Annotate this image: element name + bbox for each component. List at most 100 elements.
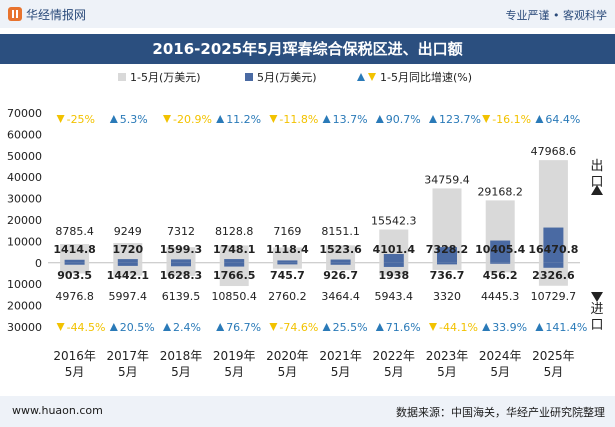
- import-cumulative-bar: [432, 262, 462, 270]
- import-growth-up-marker: [375, 323, 384, 331]
- x-tick-label: 5月: [331, 365, 351, 379]
- import-growth-up-marker: [535, 323, 544, 331]
- import-monthly-bar: [277, 262, 298, 265]
- export-growth-up-marker: [109, 115, 118, 123]
- import-growth-label: 141.4%: [545, 321, 587, 334]
- export-monthly-label: 1414.8: [53, 243, 95, 256]
- x-tick-label: 2025年: [532, 349, 575, 363]
- import-monthly-label: 456.2: [483, 269, 518, 282]
- footer-site-link[interactable]: www.huaon.com: [12, 404, 103, 417]
- export-growth-down-marker: [56, 115, 65, 123]
- import-growth-label: 76.7%: [226, 321, 261, 334]
- import-growth-label: -44.5%: [67, 321, 106, 334]
- import-monthly-bar: [330, 262, 351, 265]
- export-cumulative-label: 15542.3: [371, 215, 417, 228]
- import-growth-label: 20.5%: [120, 321, 155, 334]
- import-growth-down-marker: [56, 323, 65, 331]
- import-growth-label: -74.6%: [279, 321, 318, 334]
- legend-cumulative-label: 1-5月(万美元): [130, 71, 201, 84]
- export-monthly-label: 1748.1: [213, 243, 255, 256]
- export-growth-label: -25%: [67, 113, 95, 126]
- export-growth-down-marker: [482, 115, 491, 123]
- import-side-down-arrow: [591, 292, 603, 302]
- import-growth-label: 2.4%: [173, 321, 201, 334]
- import-growth-down-marker: [429, 323, 437, 331]
- export-cumulative-label: 7169: [273, 225, 301, 238]
- x-tick-label: 2024年: [479, 349, 522, 363]
- export-cumulative-label: 34759.4: [424, 173, 470, 186]
- import-cumulative-label: 4445.3: [481, 290, 520, 303]
- import-growth-label: 71.6%: [386, 321, 421, 334]
- import-growth-up-marker: [163, 323, 171, 331]
- import-cumulative-bar: [272, 262, 302, 269]
- export-cumulative-bar: [113, 243, 143, 263]
- x-tick-label: 2022年: [373, 349, 416, 363]
- export-monthly-label: 7328.2: [426, 243, 468, 256]
- x-tick-label: 2016年: [53, 349, 96, 363]
- data-source: 数据来源：中国海关，华经产业研究院整理: [396, 406, 605, 419]
- export-growth-up-marker: [375, 115, 384, 123]
- export-growth-label: -20.9%: [173, 113, 212, 126]
- import-growth-up-marker: [322, 323, 331, 331]
- export-monthly-bar: [437, 247, 457, 263]
- import-monthly-label: 2326.6: [532, 269, 575, 282]
- export-monthly-bar: [543, 227, 564, 263]
- export-growth-up-marker: [216, 115, 225, 123]
- export-side-label: 出: [590, 159, 603, 174]
- y-tick-label: 30000: [7, 321, 42, 334]
- footer: www.huaon.com 数据来源：中国海关，华经产业研究院整理: [0, 396, 615, 427]
- export-monthly-bar: [117, 259, 138, 263]
- brand-name: 华经情报网: [26, 8, 87, 22]
- tagline: 专业严谨 • 客观科学: [505, 9, 607, 22]
- export-monthly-label: 1118.4: [266, 243, 309, 256]
- y-tick-label: 0: [35, 257, 42, 270]
- export-monthly-bar: [383, 254, 404, 263]
- import-side-label: 口: [590, 318, 603, 333]
- brand[interactable]: 华经情报网: [8, 6, 86, 23]
- y-tick-label: 70000: [7, 107, 42, 120]
- import-cumulative-label: 5997.4: [109, 290, 148, 303]
- legend-down-marker: [368, 73, 376, 81]
- import-cumulative-bar: [538, 262, 568, 286]
- export-growth-down-marker: [269, 115, 278, 123]
- export-cumulative-bar: [272, 247, 302, 263]
- export-growth-label: -11.8%: [279, 113, 318, 126]
- import-side-label: 进: [590, 302, 603, 317]
- brand-logo-icon: [8, 7, 22, 21]
- export-monthly-label: 16470.8: [528, 243, 578, 256]
- import-monthly-bar: [224, 262, 245, 267]
- export-monthly-label: 10405.4: [475, 243, 525, 256]
- chart-title: 2016-2025年5月珲春综合保税区进、出口额: [0, 34, 615, 64]
- x-tick-label: 5月: [171, 365, 191, 379]
- import-cumulative-label: 5943.4: [375, 290, 414, 303]
- top-banner: 华经情报网 专业严谨 • 客观科学: [0, 0, 615, 28]
- export-growth-label: 123.7%: [439, 113, 481, 126]
- export-monthly-label: 1720: [112, 243, 143, 256]
- x-tick-label: 2023年: [426, 349, 469, 363]
- export-growth-label: 5.3%: [120, 113, 148, 126]
- import-monthly-label: 1938: [378, 269, 409, 282]
- import-monthly-bar: [543, 262, 564, 268]
- import-growth-up-marker: [109, 323, 118, 331]
- import-growth-up-marker: [216, 323, 225, 331]
- import-cumulative-label: 2760.2: [268, 290, 307, 303]
- export-monthly-bar: [224, 259, 245, 263]
- y-tick-label: 10000: [7, 278, 42, 291]
- x-tick-label: 2019年: [213, 349, 256, 363]
- import-cumulative-bar: [60, 262, 90, 274]
- export-monthly-label: 4101.4: [373, 243, 416, 256]
- export-cumulative-bar: [166, 247, 196, 263]
- export-monthly-label: 1599.3: [160, 243, 202, 256]
- legend-growth-label: 1-5月同比增速(%): [380, 70, 472, 84]
- x-tick-label: 2018年: [160, 349, 203, 363]
- import-monthly-label: 736.7: [430, 269, 465, 282]
- x-tick-label: 5月: [490, 365, 510, 379]
- export-monthly-bar: [490, 240, 511, 263]
- import-growth-label: 25.5%: [333, 321, 368, 334]
- x-tick-label: 5月: [224, 365, 244, 379]
- x-tick-label: 5月: [384, 365, 404, 379]
- import-monthly-bar: [490, 262, 511, 264]
- import-monthly-label: 903.5: [57, 269, 92, 282]
- export-growth-up-marker: [535, 115, 544, 123]
- import-monthly-label: 1442.1: [107, 269, 149, 282]
